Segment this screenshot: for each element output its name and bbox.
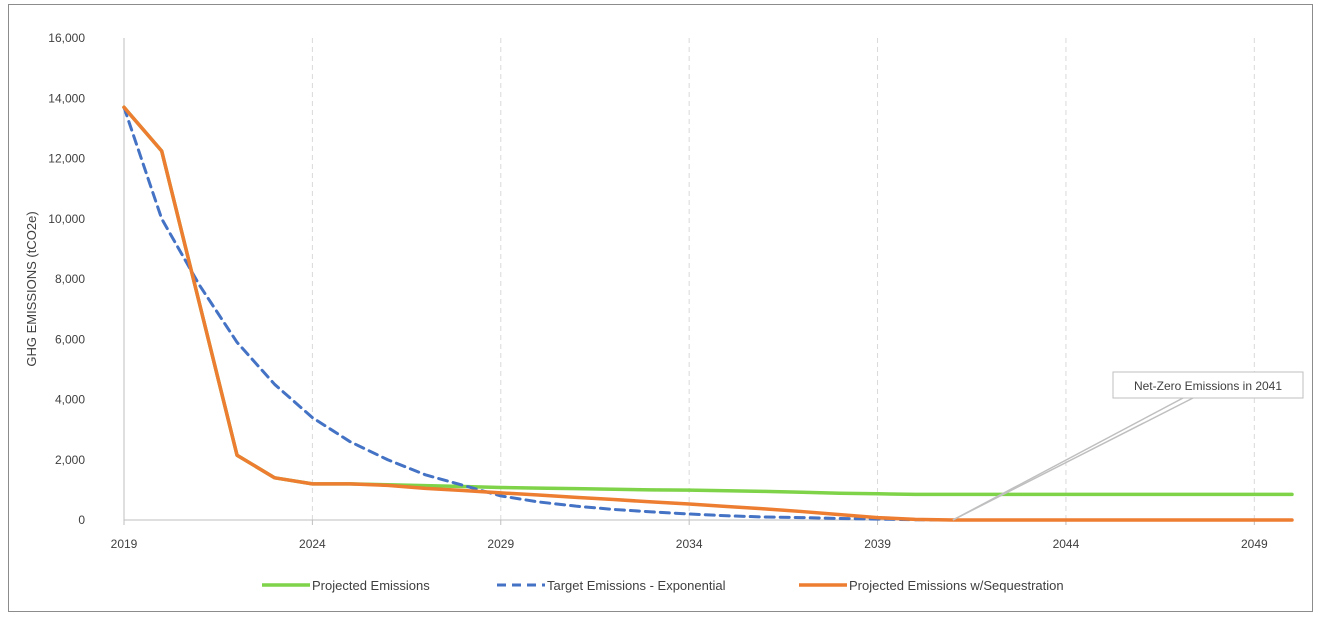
annotations: Net-Zero Emissions in 2041 xyxy=(952,371,1304,521)
series-line-2 xyxy=(122,105,1294,522)
chart-frame xyxy=(8,4,1313,612)
annotation-box xyxy=(1112,371,1304,399)
y-tick-label: 12,000 xyxy=(48,152,85,166)
annotation-leader-line xyxy=(952,397,1184,521)
x-tick-label: 2049 xyxy=(1241,537,1268,551)
legend: Projected Emissions Target Emissions - Ex… xyxy=(262,578,1064,593)
y-tick-label: 10,000 xyxy=(48,212,85,226)
y-axis-label: GHG EMISSIONS (tCO2e) xyxy=(24,211,39,366)
y-tick-label: 2,000 xyxy=(55,453,85,467)
x-tick-label: 2029 xyxy=(487,537,514,551)
y-tick-label: 8,000 xyxy=(55,272,85,286)
annotation-label: Net-Zero Emissions in 2041 xyxy=(1134,379,1282,393)
legend-label-1: Projected Emissions xyxy=(312,578,430,593)
x-tick-label: 2019 xyxy=(111,537,138,551)
series-lines xyxy=(122,105,1294,522)
y-tick-label: 0 xyxy=(78,513,85,527)
y-axis-ticks: 0 2,000 4,000 6,000 8,000 10,000 12,000 14,000 1… xyxy=(48,31,85,527)
y-tick-label: 4,000 xyxy=(55,393,85,407)
legend-label-3: Projected Emissions w/Sequestration xyxy=(849,578,1064,593)
y-tick-label: 14,000 xyxy=(48,91,85,105)
x-axis-ticks: 2019 2024 2029 2034 2039 2044 2049 xyxy=(111,520,1268,551)
legend-label-2: Target Emissions - Exponential xyxy=(547,578,726,593)
x-tick-label: 2039 xyxy=(864,537,891,551)
axes xyxy=(123,38,1292,521)
y-tick-label: 16,000 xyxy=(48,31,85,45)
x-tick-label: 2044 xyxy=(1053,537,1080,551)
x-tick-label: 2024 xyxy=(299,537,326,551)
x-tick-label: 2034 xyxy=(676,537,703,551)
series-line-3 xyxy=(122,105,1294,522)
annotation-leader-line xyxy=(952,397,1194,521)
vertical-gridlines xyxy=(311,38,1255,520)
y-tick-label: 6,000 xyxy=(55,332,85,346)
